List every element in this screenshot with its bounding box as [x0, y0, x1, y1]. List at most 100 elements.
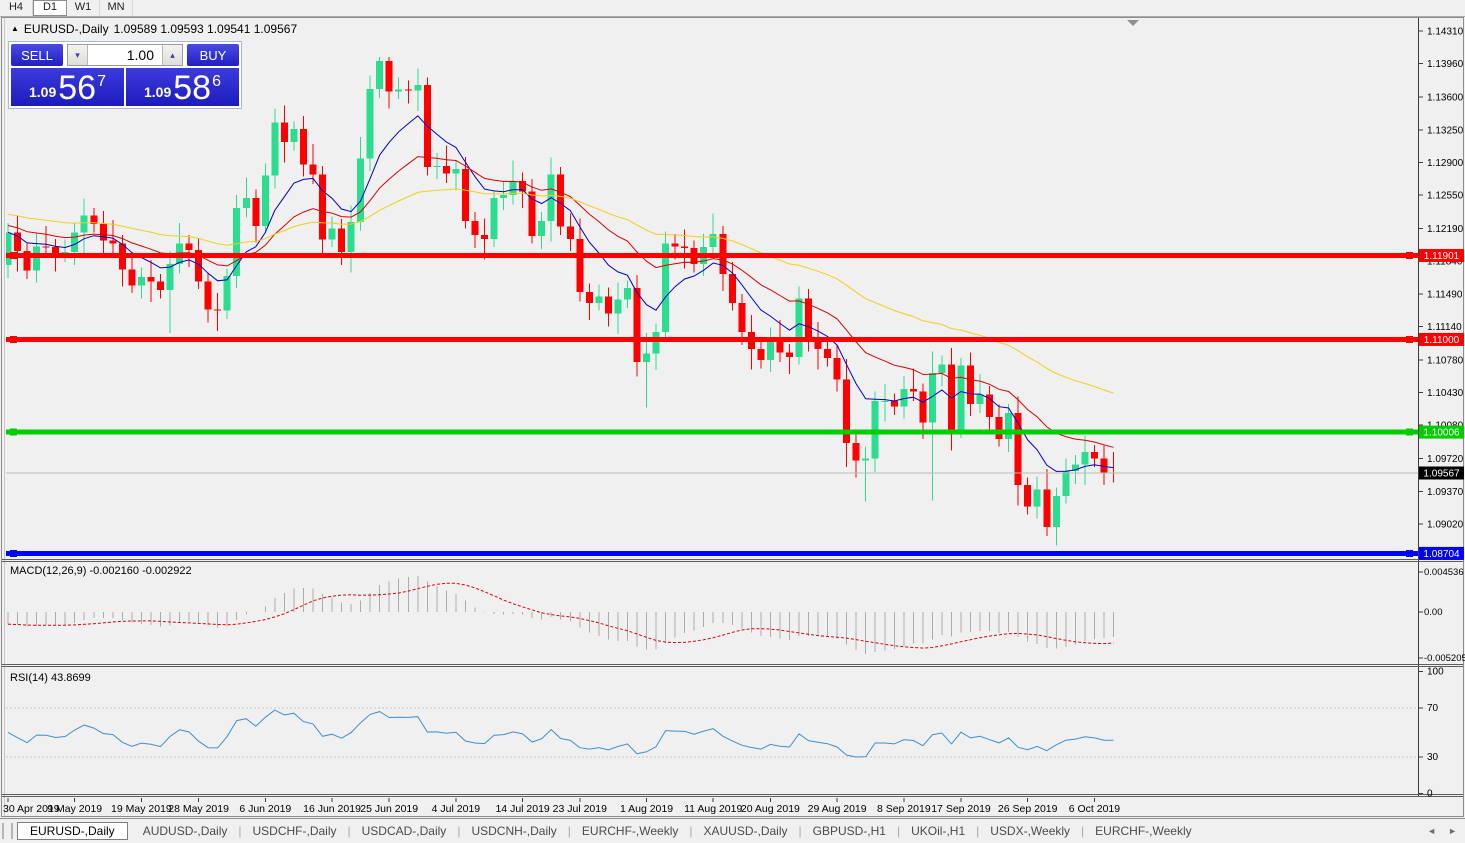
candle-body	[461, 168, 469, 222]
level-line-1.11901[interactable]	[6, 251, 1418, 259]
chart-tab-EURCHF-Weekly[interactable]: EURCHF-,Weekly	[581, 824, 679, 838]
candle	[824, 341, 832, 367]
level-handle[interactable]	[1406, 251, 1413, 259]
timeframe-button-D1[interactable]: D1	[33, 0, 67, 16]
level-handle[interactable]	[10, 335, 17, 343]
candle	[785, 344, 793, 374]
timeframe-button-MN[interactable]: MN	[100, 0, 133, 16]
level-line[interactable]	[6, 550, 1418, 556]
level-line-1.10006[interactable]	[6, 428, 1418, 436]
candle-body	[471, 221, 479, 236]
price-label-box	[1419, 332, 1464, 346]
volume-input[interactable]: 1.00	[88, 45, 162, 65]
candle	[509, 160, 517, 205]
candle-body	[1033, 489, 1041, 507]
candle	[747, 315, 755, 370]
candle	[80, 198, 88, 253]
candle-body	[900, 388, 908, 407]
buy-price-big: 58	[173, 69, 212, 107]
tab-separator: |	[347, 824, 351, 838]
candle	[938, 355, 946, 387]
tab-scroll-left-icon[interactable]: ◄	[1427, 826, 1437, 836]
chart-tab-USDCAD-Daily[interactable]: USDCAD-,Daily	[361, 824, 447, 838]
candle-body	[614, 299, 622, 314]
candle	[1005, 403, 1013, 453]
price-label-box	[1419, 466, 1464, 480]
chart-tab-EURCHF-Weekly[interactable]: EURCHF-,Weekly	[1095, 824, 1192, 838]
candle-body	[805, 298, 813, 339]
rsi-axis-label: 30	[1427, 752, 1439, 763]
candle-body	[233, 208, 241, 277]
chart-tab-UKOil-H1[interactable]: UKOil-,H1	[911, 824, 966, 838]
candle	[6, 222, 12, 278]
buy-button[interactable]: BUY	[187, 44, 239, 66]
sell-button[interactable]: SELL	[11, 44, 63, 66]
candle	[195, 237, 203, 290]
macd-title: MACD(12,26,9) -0.002160 -0.002922	[10, 565, 192, 577]
candle	[433, 153, 441, 180]
price-label-text: 1.11901	[1424, 251, 1460, 262]
level-handle[interactable]	[1406, 428, 1413, 436]
candlesticks	[6, 57, 1117, 546]
level-handle[interactable]	[10, 428, 17, 436]
chart-tab-AUDUSD-Daily[interactable]: AUDUSD-,Daily	[142, 824, 228, 838]
candle-body	[338, 228, 346, 252]
candle-body	[328, 228, 336, 240]
candle	[357, 137, 365, 231]
candle-body	[6, 232, 12, 265]
timeframe-button-W1[interactable]: W1	[67, 0, 100, 16]
candle	[738, 293, 746, 346]
level-line[interactable]	[6, 252, 1418, 258]
candle-body	[33, 246, 41, 271]
level-line-1.08704[interactable]	[6, 549, 1418, 557]
candle	[557, 167, 565, 236]
level-handle[interactable]	[10, 549, 17, 557]
chart-tab-GBPUSD-H1[interactable]: GBPUSD-,H1	[812, 824, 886, 838]
level-handle[interactable]	[10, 251, 17, 259]
candle	[109, 220, 117, 253]
candle-body	[938, 364, 946, 374]
level-line-1.11000[interactable]	[6, 335, 1418, 343]
sell-price-panel[interactable]: 1.09 56 7	[11, 68, 124, 106]
candle	[1024, 477, 1032, 515]
candle	[461, 156, 469, 229]
timeframe-button-H4[interactable]: H4	[0, 0, 33, 16]
level-handle[interactable]	[1406, 549, 1413, 557]
buy-price-panel[interactable]: 1.09 58 6	[126, 68, 239, 106]
candle-body	[1071, 464, 1079, 471]
price-label-text: 1.11000	[1424, 335, 1460, 346]
chart-tab-USDX-Weekly[interactable]: USDX-,Weekly	[990, 824, 1071, 838]
price-tick-label: 1.10780	[1427, 355, 1464, 366]
candle	[662, 231, 670, 340]
level-line[interactable]	[6, 336, 1418, 342]
candle	[728, 262, 736, 311]
price-label-1.11000: 1.11000	[1419, 332, 1464, 346]
candle-body	[14, 232, 22, 251]
candle	[14, 215, 22, 272]
date-label: 25 Jun 2019	[360, 803, 418, 815]
chart-tab-USDCHF-Daily[interactable]: USDCHF-,Daily	[252, 824, 337, 838]
level-handle[interactable]	[1406, 335, 1413, 343]
candle-body	[42, 246, 50, 248]
candle	[719, 225, 727, 292]
chart-tab-EURUSD-Daily[interactable]: EURUSD-,Daily	[17, 822, 128, 840]
volume-increase-button[interactable]: ▴	[162, 45, 182, 65]
candle	[452, 160, 460, 191]
level-line[interactable]	[6, 429, 1418, 435]
candle-body	[261, 175, 269, 226]
candle-body	[52, 247, 60, 255]
chart-shift-marker-icon[interactable]	[1127, 20, 1139, 26]
volume-decrease-button[interactable]: ▾	[68, 45, 88, 65]
candle-body	[528, 191, 536, 237]
chart-tab-XAUUSD-Daily[interactable]: XAUUSD-,Daily	[703, 824, 788, 838]
candle	[604, 287, 612, 327]
candle	[881, 384, 889, 422]
tab-scroll-right-icon[interactable]: ►	[1448, 826, 1457, 836]
candle-body	[214, 309, 222, 311]
candle-body	[1014, 413, 1022, 485]
collapse-icon[interactable]: ▲	[11, 23, 19, 33]
candle-body	[500, 195, 508, 198]
candle-body	[785, 352, 793, 358]
chart-tab-USDCNH-Daily[interactable]: USDCNH-,Daily	[471, 824, 557, 838]
